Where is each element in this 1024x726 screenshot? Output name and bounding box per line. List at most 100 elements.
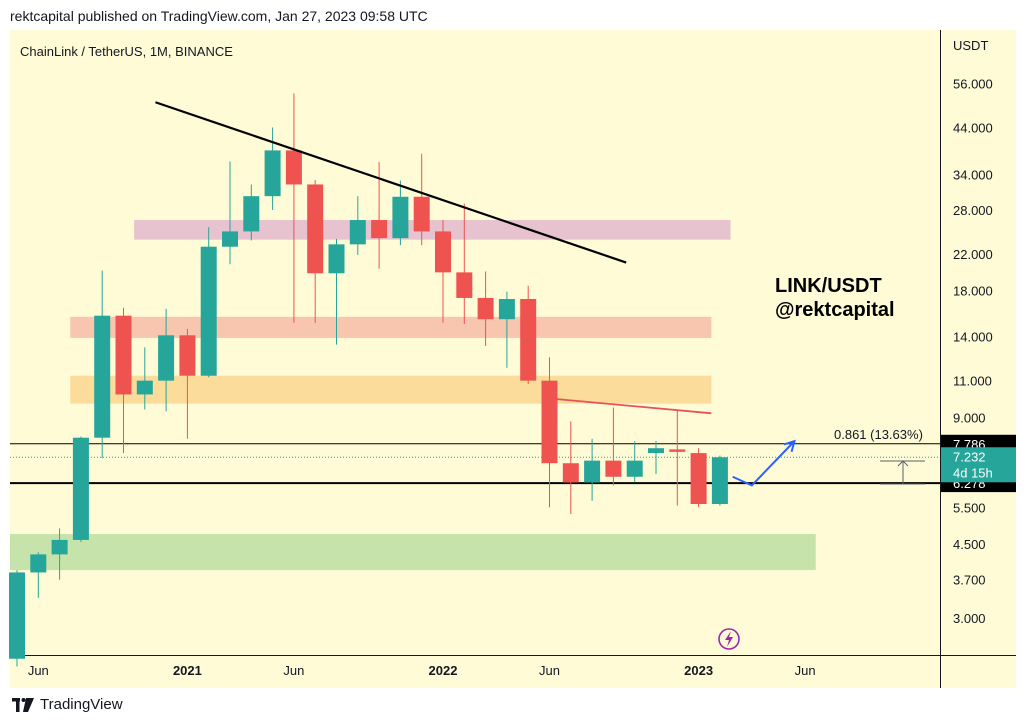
candle-2022-10 [648,441,664,474]
candle-body [626,460,643,477]
candle-2022-08 [605,407,622,486]
candle-body [285,150,302,185]
candle-body [435,231,451,273]
candle-body [541,380,558,464]
candle-2021-11 [413,153,430,246]
candle-body [711,457,728,504]
x-tick-label: 2022 [429,663,458,678]
candle-body [562,463,579,483]
candle-2022-05 [541,357,558,508]
x-tick-label: Jun [795,663,816,678]
x-tick-label: Jun [28,663,49,678]
candle-2020-04 [9,570,25,667]
candle-2023-01 [711,455,728,506]
tradingview-logo-icon [12,697,34,712]
y-tick-label: 28.000 [953,203,993,218]
y-tick-label: 18.000 [953,284,993,299]
candle-body [456,272,473,298]
annotation-pair: LINK/USDT [775,275,882,297]
x-tick-label: 2021 [173,663,202,678]
candle-body [158,335,175,381]
candle-body [349,220,366,245]
footer-brand-label: TradingView [40,696,123,713]
candle-2020-10 [136,347,153,410]
candle-body [264,150,281,197]
y-tick-label: 22.000 [953,247,993,262]
zone-orange [70,375,712,404]
candle-2020-07 [72,436,89,542]
y-tick-label: 4.500 [953,537,986,552]
measure-tool-icon[interactable] [880,460,925,485]
time-axis-background [10,655,940,688]
candle-2021-01 [200,227,217,378]
measure-label: 0.861 (13.63%) [834,427,923,442]
candle-body [30,554,47,573]
candle-body [179,335,196,376]
candle-2020-12 [179,328,196,439]
footer-brand: TradingView [12,696,123,713]
candle-body [584,460,601,483]
y-tick-label: 11.000 [953,374,992,389]
candle-body [307,184,324,274]
candle-body [371,220,388,239]
candle-2020-11 [158,308,175,412]
price-chart[interactable]: 7.786 6.278 7.232 4d 15h 56.000 44.000 34.000… [0,30,1024,688]
candle-2021-12 [435,220,451,323]
candle-2022-06 [562,421,579,515]
candle-2022-11 [669,410,686,506]
candle-body [51,539,68,555]
candle-2021-05 [285,93,302,323]
candle-2021-02 [222,161,238,265]
y-tick-label: 44.000 [953,120,993,135]
candle-body [690,453,707,504]
zone-pink [134,220,731,240]
candle-body [413,196,430,232]
candle-body [669,449,686,452]
candle-body [328,244,345,274]
candle-2021-09 [371,162,388,269]
candle-2020-05 [30,552,47,598]
x-tick-label: 2023 [684,663,713,678]
x-tick-label: Jun [539,663,560,678]
candle-2020-08 [94,270,111,459]
price-axis-background [940,30,1016,688]
trendline-descending-resistance [155,101,627,264]
candle-body [648,448,664,454]
y-tick-label: 9.000 [953,410,986,425]
candle-2020-09 [115,307,132,454]
candle-2022-01 [456,203,473,325]
candle-body [605,460,622,477]
y-tick-label: 5.500 [953,500,986,515]
candle-2022-12 [690,448,707,508]
candle-2022-04 [520,285,537,385]
zone-salmon [70,316,712,338]
y-tick-label: 34.000 [953,168,993,183]
current-price-tag [941,447,1016,483]
current-price-value: 7.232 [953,449,986,464]
candle-2022-07 [584,438,601,501]
y-tick-label: 14.000 [953,330,993,345]
y-tick-label: 56.000 [953,76,993,91]
trendline-lower-high-resistance [555,398,712,415]
candle-2021-08 [349,196,366,255]
candle-2021-03 [243,184,260,241]
chart-title: ChainLink / TetherUS, 1M, BINANCE [20,44,233,59]
annotation-author: @rektcapital [775,299,895,321]
projection-path [732,440,796,487]
projection-arrowhead [783,439,796,453]
candle-2022-03 [498,291,515,368]
candle-body [392,196,409,239]
candle-2022-02 [477,271,494,346]
x-tick-label: Jun [283,663,304,678]
candle-body [136,380,153,395]
candle-countdown: 4d 15h [953,465,993,480]
publisher-line: rektcapital published on TradingView.com… [10,8,428,24]
candle-body [477,297,494,320]
candle-body [9,572,25,659]
candle-body [94,315,111,438]
candle-body [243,196,260,232]
lightning-icon[interactable] [718,628,740,650]
y-axis-unit: USDT [953,38,988,53]
candle-body [72,437,89,540]
